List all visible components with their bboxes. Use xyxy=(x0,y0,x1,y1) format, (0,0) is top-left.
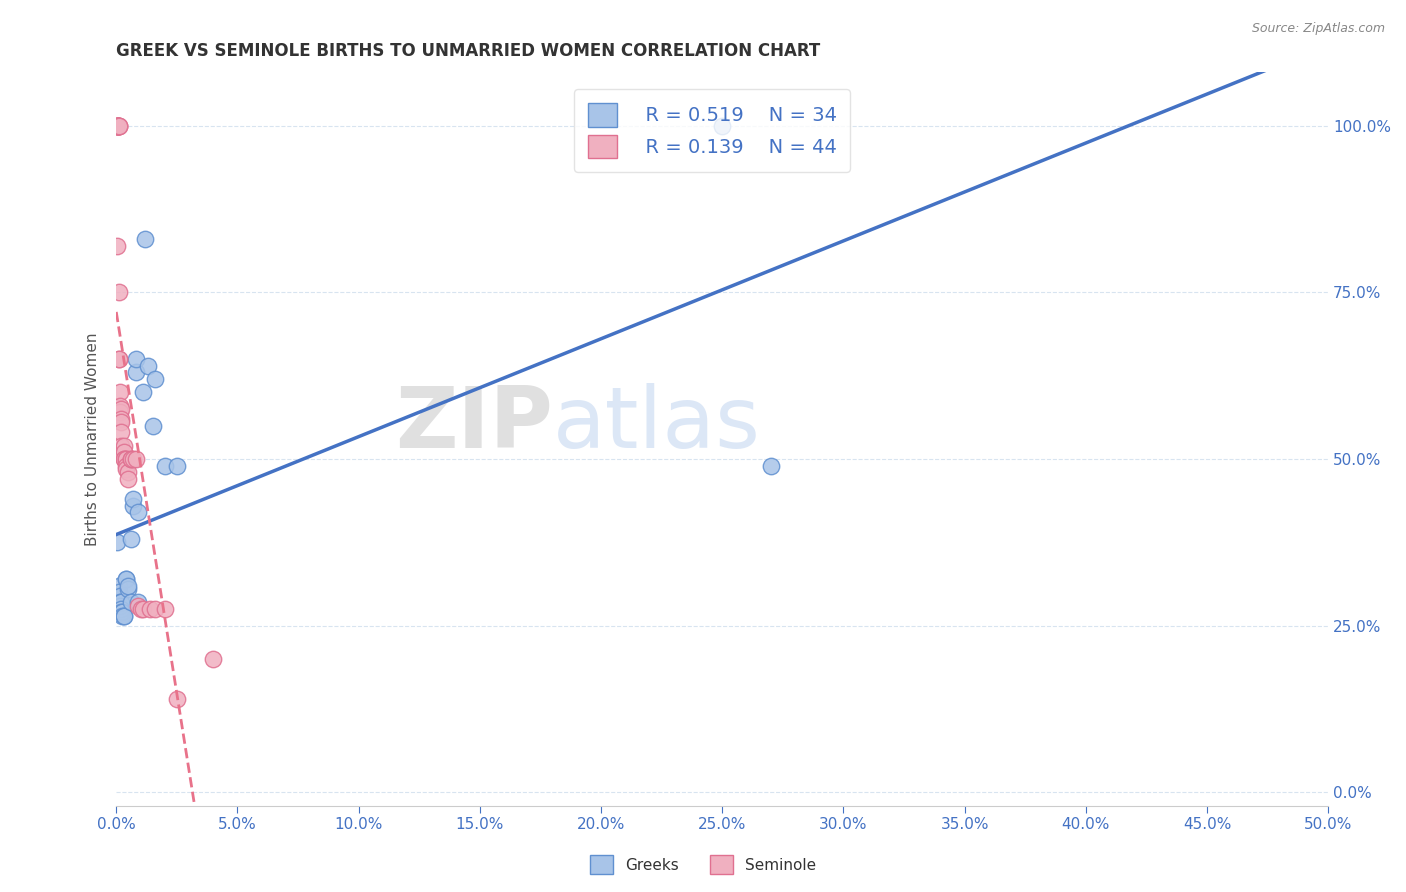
Point xyxy=(115,452,138,467)
Point xyxy=(111,605,134,619)
Point xyxy=(117,466,139,480)
Point xyxy=(202,652,225,666)
Point xyxy=(110,402,132,417)
Point xyxy=(134,232,156,246)
Point xyxy=(107,585,129,599)
Point xyxy=(153,458,176,473)
Point xyxy=(143,602,166,616)
Point xyxy=(153,602,176,616)
Point xyxy=(108,399,131,413)
Point xyxy=(115,572,138,586)
Point xyxy=(115,572,138,586)
Legend: Greeks, Seminole: Greeks, Seminole xyxy=(583,849,823,880)
Legend:   R = 0.519    N = 34,   R = 0.139    N = 44: R = 0.519 N = 34, R = 0.139 N = 44 xyxy=(575,89,851,172)
Point xyxy=(110,439,132,453)
Point xyxy=(120,595,142,609)
Point xyxy=(107,351,129,366)
Point xyxy=(108,595,131,609)
Point xyxy=(124,452,146,467)
Point xyxy=(107,119,129,133)
Point xyxy=(115,452,138,467)
Point xyxy=(107,535,129,549)
Point xyxy=(117,472,139,486)
Point xyxy=(124,351,146,366)
Point xyxy=(107,119,129,133)
Point xyxy=(115,458,138,473)
Point xyxy=(759,458,782,473)
Point xyxy=(107,351,129,366)
Text: atlas: atlas xyxy=(553,383,761,466)
Point xyxy=(122,452,145,467)
Point xyxy=(117,582,139,596)
Point xyxy=(127,599,149,613)
Point xyxy=(110,605,132,619)
Point xyxy=(132,602,155,616)
Point xyxy=(108,599,131,613)
Point xyxy=(107,285,129,300)
Point xyxy=(139,602,162,616)
Point xyxy=(110,595,132,609)
Point xyxy=(124,365,146,379)
Point xyxy=(142,418,165,433)
Point xyxy=(143,372,166,386)
Y-axis label: Births to Unmarried Women: Births to Unmarried Women xyxy=(86,332,100,546)
Point xyxy=(110,425,132,440)
Point xyxy=(122,499,145,513)
Point xyxy=(107,119,129,133)
Point xyxy=(110,412,132,426)
Point xyxy=(120,532,142,546)
Text: GREEK VS SEMINOLE BIRTHS TO UNMARRIED WOMEN CORRELATION CHART: GREEK VS SEMINOLE BIRTHS TO UNMARRIED WO… xyxy=(117,42,821,60)
Point xyxy=(105,119,128,133)
Point xyxy=(112,608,135,623)
Point xyxy=(108,385,131,400)
Point xyxy=(108,405,131,419)
Text: ZIP: ZIP xyxy=(395,383,553,466)
Point xyxy=(107,119,129,133)
Point xyxy=(711,119,734,133)
Point xyxy=(107,119,129,133)
Point xyxy=(129,602,152,616)
Point xyxy=(107,238,129,252)
Point xyxy=(166,692,188,706)
Point xyxy=(112,452,135,467)
Point xyxy=(107,119,129,133)
Point xyxy=(108,589,131,603)
Point xyxy=(112,439,135,453)
Point xyxy=(107,119,129,133)
Point xyxy=(127,595,149,609)
Point xyxy=(112,445,135,459)
Point xyxy=(117,579,139,593)
Point xyxy=(136,359,159,373)
Point xyxy=(112,608,135,623)
Point xyxy=(120,452,142,467)
Point xyxy=(112,452,135,467)
Point xyxy=(166,458,188,473)
Point xyxy=(115,462,138,476)
Point xyxy=(120,452,142,467)
Point xyxy=(111,608,134,623)
Point xyxy=(132,385,155,400)
Point xyxy=(110,415,132,429)
Point xyxy=(107,579,129,593)
Point xyxy=(127,505,149,519)
Text: Source: ZipAtlas.com: Source: ZipAtlas.com xyxy=(1251,22,1385,36)
Point xyxy=(122,491,145,506)
Point xyxy=(110,602,132,616)
Point xyxy=(107,119,129,133)
Point xyxy=(105,119,128,133)
